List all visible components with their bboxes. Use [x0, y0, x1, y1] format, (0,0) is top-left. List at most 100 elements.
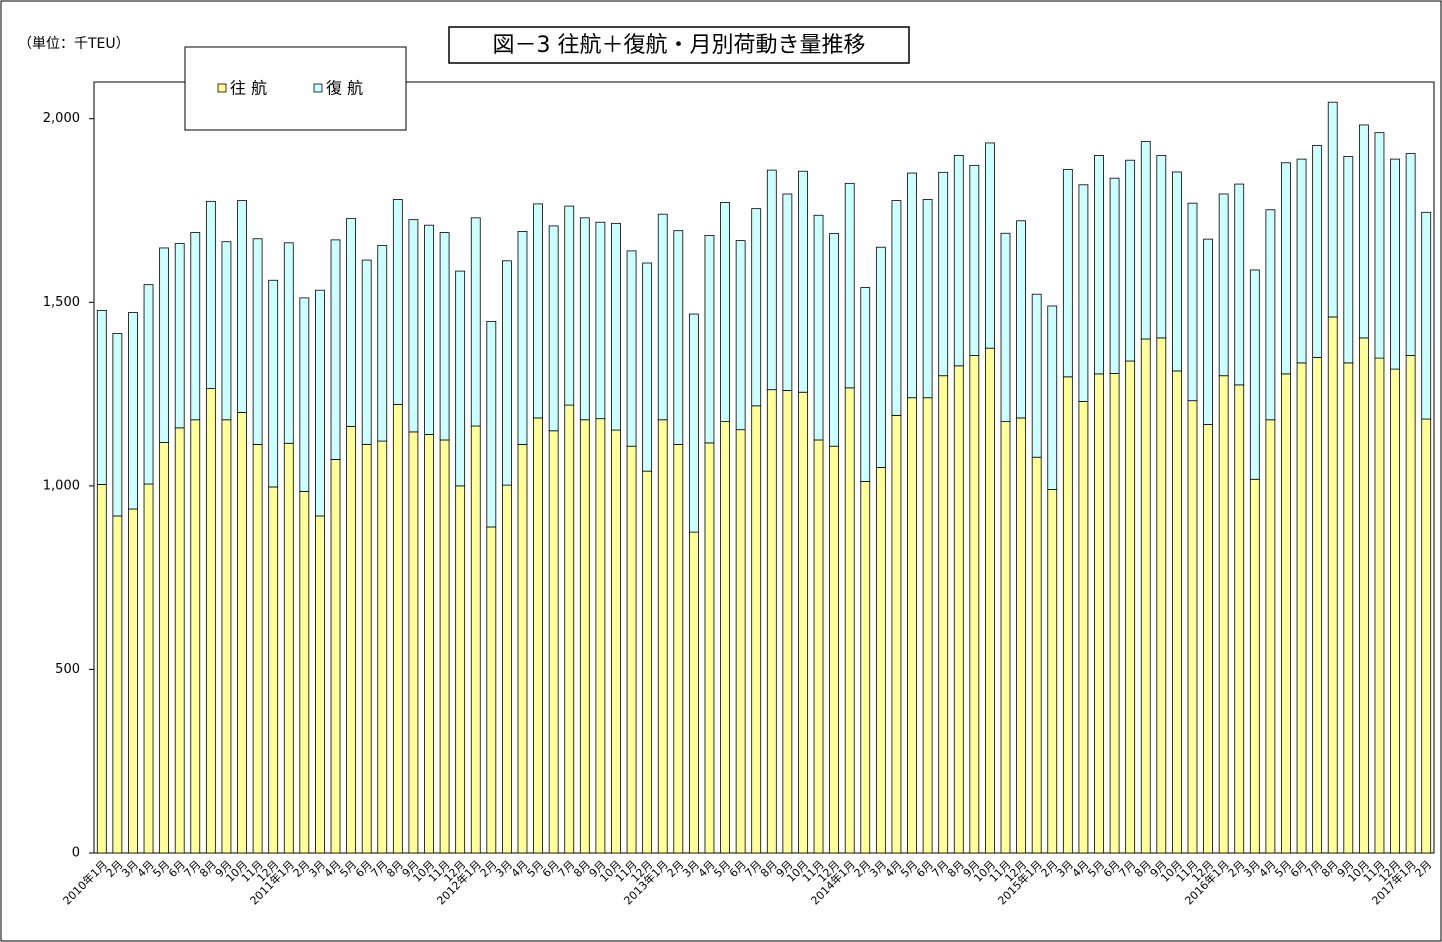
- bar-segment: [579, 419, 590, 854]
- bar-segment: [533, 417, 543, 854]
- bar-segment: [1140, 141, 1151, 340]
- bar-segment: [455, 270, 466, 487]
- bar-segment: [470, 425, 481, 854]
- bar-segment: [1000, 232, 1011, 423]
- legend-swatch: [217, 83, 227, 93]
- legend-swatch: [313, 83, 323, 93]
- bar-segment: [1358, 124, 1369, 339]
- bar-segment: [953, 155, 964, 367]
- bar-segment: [1062, 376, 1073, 854]
- bar-segment: [782, 389, 793, 854]
- y-tick-label: 1,000: [43, 478, 80, 493]
- bar-segment: [969, 164, 980, 356]
- bar-segment: [1187, 202, 1198, 402]
- bar-segment: [1203, 238, 1213, 425]
- bar-segment: [1265, 209, 1276, 421]
- bar-segment: [829, 233, 840, 447]
- bar-segment: [860, 481, 871, 854]
- bar-segment: [720, 421, 730, 854]
- bar-segment: [470, 217, 481, 427]
- bar-segment: [891, 414, 902, 854]
- bar-segment: [96, 309, 107, 485]
- bar-segment: [1000, 421, 1011, 854]
- bar-segment: [1125, 159, 1136, 362]
- bar-segment: [642, 262, 653, 472]
- bar-segment: [1405, 153, 1416, 356]
- bar-segment: [626, 445, 637, 854]
- bar-segment: [720, 202, 730, 423]
- bar-segment: [579, 217, 590, 421]
- title-box: [448, 26, 910, 64]
- bar-segment: [533, 203, 543, 419]
- bar-segment: [408, 431, 419, 854]
- bar-segment: [1390, 158, 1400, 370]
- bar-segment: [1327, 316, 1338, 854]
- bar-segment: [1218, 193, 1229, 377]
- bar-segment: [673, 443, 684, 854]
- bar-segment: [1203, 424, 1213, 854]
- bar-segment: [1281, 162, 1291, 375]
- bar-segment: [252, 238, 263, 445]
- bar-segment: [1234, 384, 1245, 854]
- bar-segment: [361, 443, 372, 854]
- bar-segment: [268, 279, 279, 488]
- bar-segment: [953, 365, 964, 854]
- bar-segment: [1374, 132, 1385, 359]
- bar-segment: [424, 434, 434, 854]
- y-tick-label: 500: [55, 662, 80, 677]
- bar-segment: [844, 387, 855, 854]
- bar-segment: [174, 243, 185, 429]
- bar-segment: [907, 397, 917, 854]
- bar-segment: [315, 289, 325, 517]
- bar-segment: [1296, 158, 1307, 364]
- bar-segment: [1078, 184, 1089, 402]
- bar-segment: [1312, 356, 1323, 854]
- bar-segment: [205, 388, 216, 854]
- bar-segment: [486, 320, 497, 528]
- bar-segment: [688, 313, 699, 533]
- y-tick-label: 1,500: [43, 295, 80, 310]
- bar-segment: [1094, 155, 1104, 375]
- bar-segment: [907, 172, 917, 399]
- bar-segment: [548, 225, 559, 432]
- bar-segment: [564, 404, 575, 854]
- bar-segment: [938, 171, 949, 377]
- bar-segment: [1047, 489, 1058, 854]
- bar-segment: [798, 391, 808, 854]
- bar-segment: [673, 230, 684, 445]
- bar-segment: [985, 347, 995, 854]
- bar-segment: [938, 375, 949, 854]
- bar-segment: [1390, 368, 1400, 854]
- bar-segment: [159, 442, 170, 854]
- bar-segment: [875, 467, 886, 854]
- bar-segment: [1172, 370, 1182, 854]
- bar-segment: [766, 169, 777, 391]
- bar-segment: [798, 170, 808, 393]
- bar-segment: [346, 425, 356, 854]
- bar-segment: [1421, 211, 1432, 420]
- bar-segment: [782, 193, 793, 391]
- bar-segment: [1047, 305, 1058, 490]
- bar-segment: [1125, 360, 1136, 854]
- chart-title: 図－3 往航＋復航・月別荷動き量推移: [493, 33, 866, 58]
- bar-segment: [657, 213, 668, 421]
- bar-segment: [392, 403, 403, 854]
- bar-segment: [860, 287, 871, 482]
- bar-segment: [611, 222, 621, 431]
- bar-segment: [237, 412, 247, 854]
- bar-segment: [1281, 373, 1291, 854]
- bar-segment: [751, 208, 762, 407]
- bar-segment: [346, 218, 356, 427]
- bar-segment: [221, 241, 232, 421]
- legend-label: 往 航: [230, 79, 267, 98]
- bar-segment: [1156, 155, 1167, 339]
- bar-segment: [377, 440, 388, 854]
- bar-segment: [1031, 456, 1042, 854]
- bar-segment: [299, 297, 310, 492]
- bar-segment: [1265, 419, 1276, 854]
- bar-segment: [1249, 478, 1260, 854]
- bar-segment: [657, 419, 668, 854]
- bar-segment: [548, 430, 559, 854]
- bar-segment: [1078, 401, 1089, 854]
- bar-segment: [922, 199, 933, 399]
